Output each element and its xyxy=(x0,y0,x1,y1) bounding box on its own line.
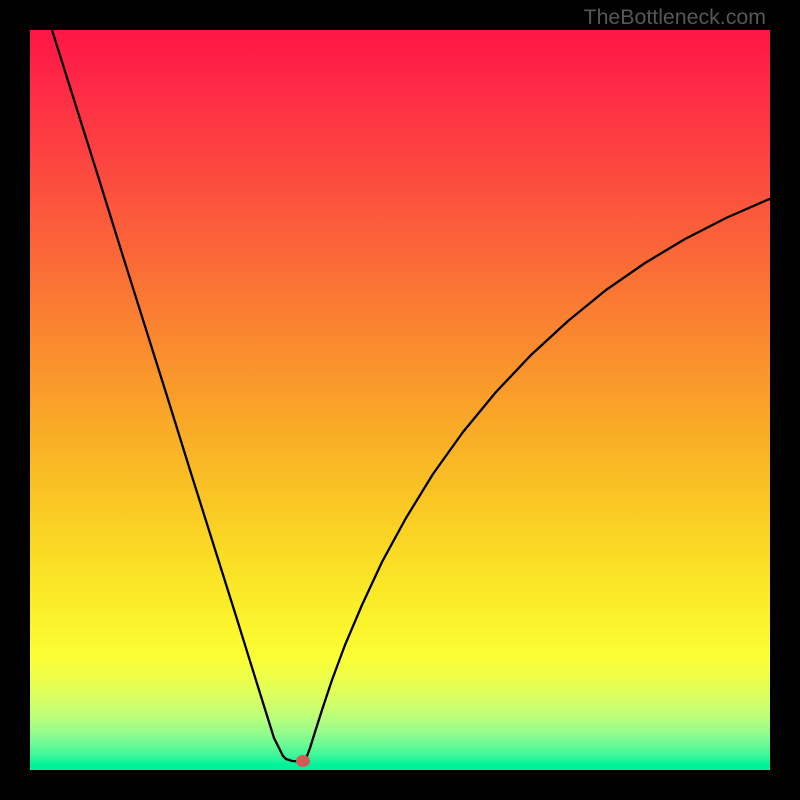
gradient-background xyxy=(30,30,770,770)
minimum-marker xyxy=(296,755,310,767)
chart-svg xyxy=(30,30,770,770)
plot-area xyxy=(30,30,770,770)
watermark-text: TheBottleneck.com xyxy=(584,5,766,30)
